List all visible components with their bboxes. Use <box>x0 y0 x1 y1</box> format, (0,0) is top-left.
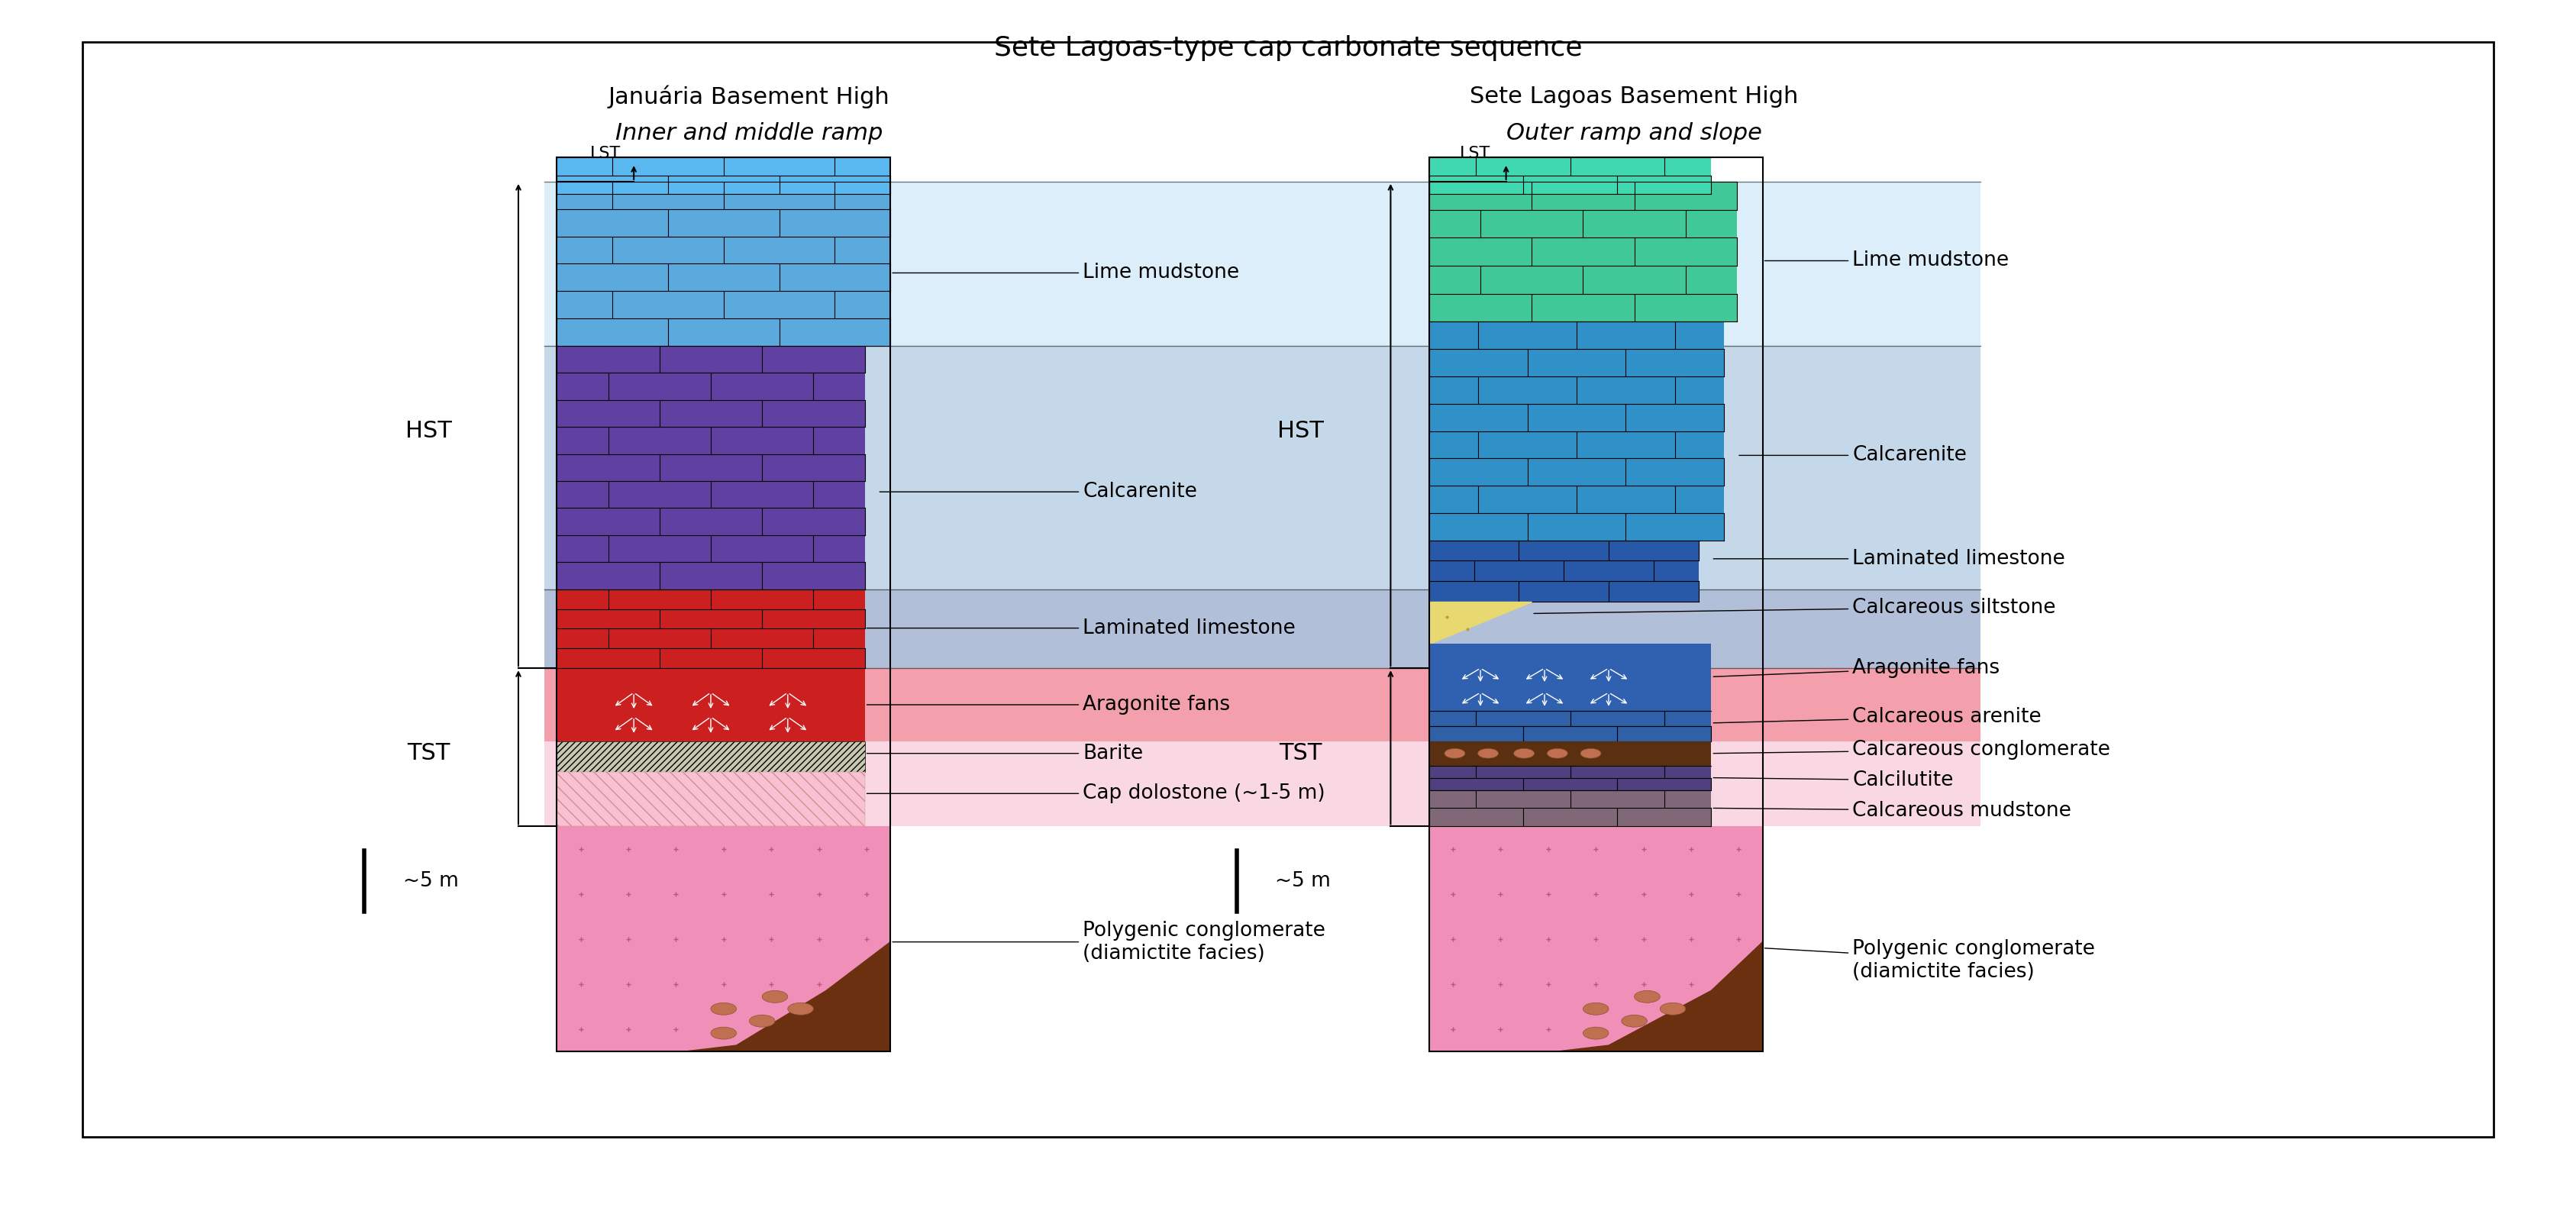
Text: Laminated limestone: Laminated limestone <box>868 618 1296 638</box>
Circle shape <box>1584 1027 1607 1039</box>
Circle shape <box>750 1015 775 1027</box>
Text: Polygenic conglomerate
(diamictite facies): Polygenic conglomerate (diamictite facie… <box>891 920 1327 963</box>
Circle shape <box>1548 748 1569 758</box>
Text: HST: HST <box>404 420 451 442</box>
Text: Polygenic conglomerate
(diamictite facies): Polygenic conglomerate (diamictite facie… <box>1765 939 2094 982</box>
Text: Barite: Barite <box>868 744 1144 763</box>
Circle shape <box>762 990 788 1002</box>
Bar <box>556 182 891 346</box>
Text: Calcareous arenite: Calcareous arenite <box>1713 707 2040 726</box>
Bar <box>544 741 1981 826</box>
Text: LST: LST <box>590 146 621 161</box>
Circle shape <box>1515 748 1535 758</box>
Bar <box>1430 826 1762 1052</box>
Circle shape <box>1584 1002 1607 1015</box>
Circle shape <box>1479 748 1499 758</box>
Text: Calcareous siltstone: Calcareous siltstone <box>1533 598 2056 617</box>
Text: Lime mudstone: Lime mudstone <box>1765 250 2009 271</box>
Text: Outer ramp and slope: Outer ramp and slope <box>1507 121 1762 144</box>
Circle shape <box>788 1002 814 1015</box>
Bar <box>1430 710 1710 741</box>
Bar <box>1430 766 1710 790</box>
Text: Aragonite fans: Aragonite fans <box>1713 659 1999 679</box>
Text: Inner and middle ramp: Inner and middle ramp <box>616 121 884 144</box>
Bar <box>1430 541 1698 601</box>
Circle shape <box>711 1027 737 1039</box>
Bar <box>544 669 1981 741</box>
Text: Calcareous conglomerate: Calcareous conglomerate <box>1713 740 2110 760</box>
Text: Sete Lagoas Basement High: Sete Lagoas Basement High <box>1471 86 1798 108</box>
FancyBboxPatch shape <box>82 42 2494 1136</box>
Bar <box>556 157 891 194</box>
Polygon shape <box>1430 601 1533 644</box>
Circle shape <box>1620 1015 1646 1027</box>
Circle shape <box>1582 748 1600 758</box>
Polygon shape <box>1558 942 1762 1052</box>
Bar <box>1430 157 1762 1052</box>
Text: ~5 m: ~5 m <box>1275 871 1332 891</box>
Bar <box>1430 790 1710 826</box>
Text: Sete Lagoas-type cap carbonate sequence: Sete Lagoas-type cap carbonate sequence <box>994 34 1582 61</box>
Text: TST: TST <box>407 742 451 764</box>
Circle shape <box>711 1002 737 1015</box>
Text: Calcarenite: Calcarenite <box>878 482 1198 502</box>
Bar <box>1430 182 1736 321</box>
Text: Laminated limestone: Laminated limestone <box>1713 548 2066 568</box>
Text: HST: HST <box>1278 420 1324 442</box>
Text: ~5 m: ~5 m <box>402 871 459 891</box>
Circle shape <box>1659 1002 1685 1015</box>
Bar <box>556 157 891 1052</box>
Text: TST: TST <box>1280 742 1321 764</box>
Circle shape <box>1633 990 1659 1002</box>
Text: Cap dolostone (~1-5 m): Cap dolostone (~1-5 m) <box>868 784 1324 804</box>
Text: Calcarenite: Calcarenite <box>1739 445 1968 465</box>
Bar <box>556 589 866 669</box>
Bar <box>1430 644 1710 710</box>
Bar <box>1430 741 1710 766</box>
Polygon shape <box>685 942 891 1052</box>
Text: LST: LST <box>1461 146 1492 161</box>
Bar <box>1430 321 1723 541</box>
Bar <box>1430 157 1710 194</box>
Text: Calcilutite: Calcilutite <box>1713 771 1953 790</box>
Text: Lime mudstone: Lime mudstone <box>891 263 1239 283</box>
Text: Calcareous mudstone: Calcareous mudstone <box>1713 801 2071 821</box>
Text: Januária Basement High: Januária Basement High <box>608 85 891 108</box>
Circle shape <box>1445 748 1466 758</box>
Bar <box>556 772 866 826</box>
Bar <box>544 589 1981 669</box>
Bar <box>544 346 1981 589</box>
Bar <box>556 346 866 589</box>
Bar <box>556 772 866 826</box>
Bar <box>556 741 866 772</box>
Bar <box>556 669 866 741</box>
Bar <box>544 182 1981 346</box>
Bar <box>556 826 891 1052</box>
Text: Aragonite fans: Aragonite fans <box>868 694 1231 714</box>
